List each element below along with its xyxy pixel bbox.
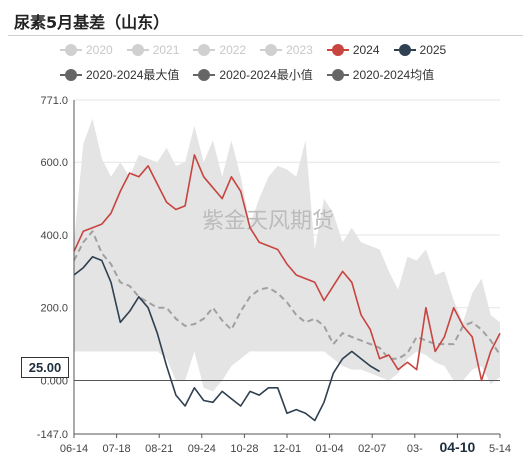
legend-marker	[193, 68, 216, 81]
legend-row-years: 2020 2021 2022 2023 2024 2025	[60, 43, 446, 57]
legend-label: 2020-2024最小值	[219, 68, 313, 82]
x-tick-label: 5-14	[489, 443, 511, 455]
y-tick-label: 0.000	[40, 376, 68, 388]
legend-marker	[326, 44, 349, 56]
legend-item[interactable]: 2023	[260, 43, 313, 57]
legend-item[interactable]: 2024	[326, 43, 380, 57]
y-tick-label: 600.0	[40, 157, 68, 169]
legend-item[interactable]: 2020	[60, 43, 113, 57]
x-tick-label: 10-28	[230, 443, 258, 455]
legend-label: 2025	[419, 43, 447, 57]
x-tick-label: 08-21	[145, 443, 173, 455]
legend-marker	[260, 44, 283, 56]
legend-item[interactable]: 2020-2024最大值	[60, 66, 179, 83]
legend-item[interactable]: 2022	[193, 43, 246, 57]
legend-marker	[60, 44, 82, 56]
legend-item[interactable]: 2025	[393, 43, 447, 57]
x-tick-label: 06-14	[60, 443, 88, 455]
x-tick-label: 07-18	[103, 443, 131, 455]
legend-label: 2023	[286, 43, 313, 57]
x-tick-label-highlight: 04-10	[439, 439, 475, 455]
max-min-band	[74, 118, 500, 392]
last-value-label: 25.00	[21, 357, 69, 378]
y-tick-label: 400.0	[40, 230, 68, 242]
legend-marker	[193, 44, 216, 56]
legend-item[interactable]: 2020-2024均值	[326, 66, 435, 83]
series-2025-line	[73, 256, 381, 422]
x-tick-label: 09-24	[188, 443, 216, 455]
legend-marker	[326, 68, 349, 81]
x-tick-label: 03-	[407, 443, 423, 455]
legend-label: 2020	[86, 43, 113, 57]
x-tick-label: 12-01	[273, 443, 301, 455]
watermark: 紫金天风期货	[202, 208, 334, 233]
y-tick-label: 771.0	[40, 95, 68, 107]
series-2024-line	[73, 154, 501, 382]
legend-label: 2024	[352, 43, 380, 57]
chart-title: 尿素5月基差（山东）	[14, 13, 170, 32]
legend-label: 2022	[219, 43, 247, 57]
series-mean-line	[73, 230, 501, 360]
legend-item[interactable]: 2020-2024最小值	[193, 66, 313, 83]
y-tick-label: -147.0	[37, 429, 68, 441]
x-tick-label: 01-04	[316, 443, 344, 455]
legend-marker	[60, 68, 82, 81]
x-tick-label: 02-07	[358, 443, 386, 455]
legend-marker	[126, 44, 149, 56]
legend-label: 2020-2024均值	[352, 68, 435, 82]
legend-marker	[393, 44, 416, 56]
title-divider	[8, 35, 523, 36]
legend-item[interactable]: 2021	[126, 43, 180, 57]
legend-label: 2021	[152, 43, 180, 57]
y-tick-label: 200.0	[40, 303, 68, 315]
legend-row-stats: 2020-2024最大值 2020-2024最小值 2020-2024均值	[60, 66, 434, 83]
legend-label: 2020-2024最大值	[86, 68, 180, 82]
